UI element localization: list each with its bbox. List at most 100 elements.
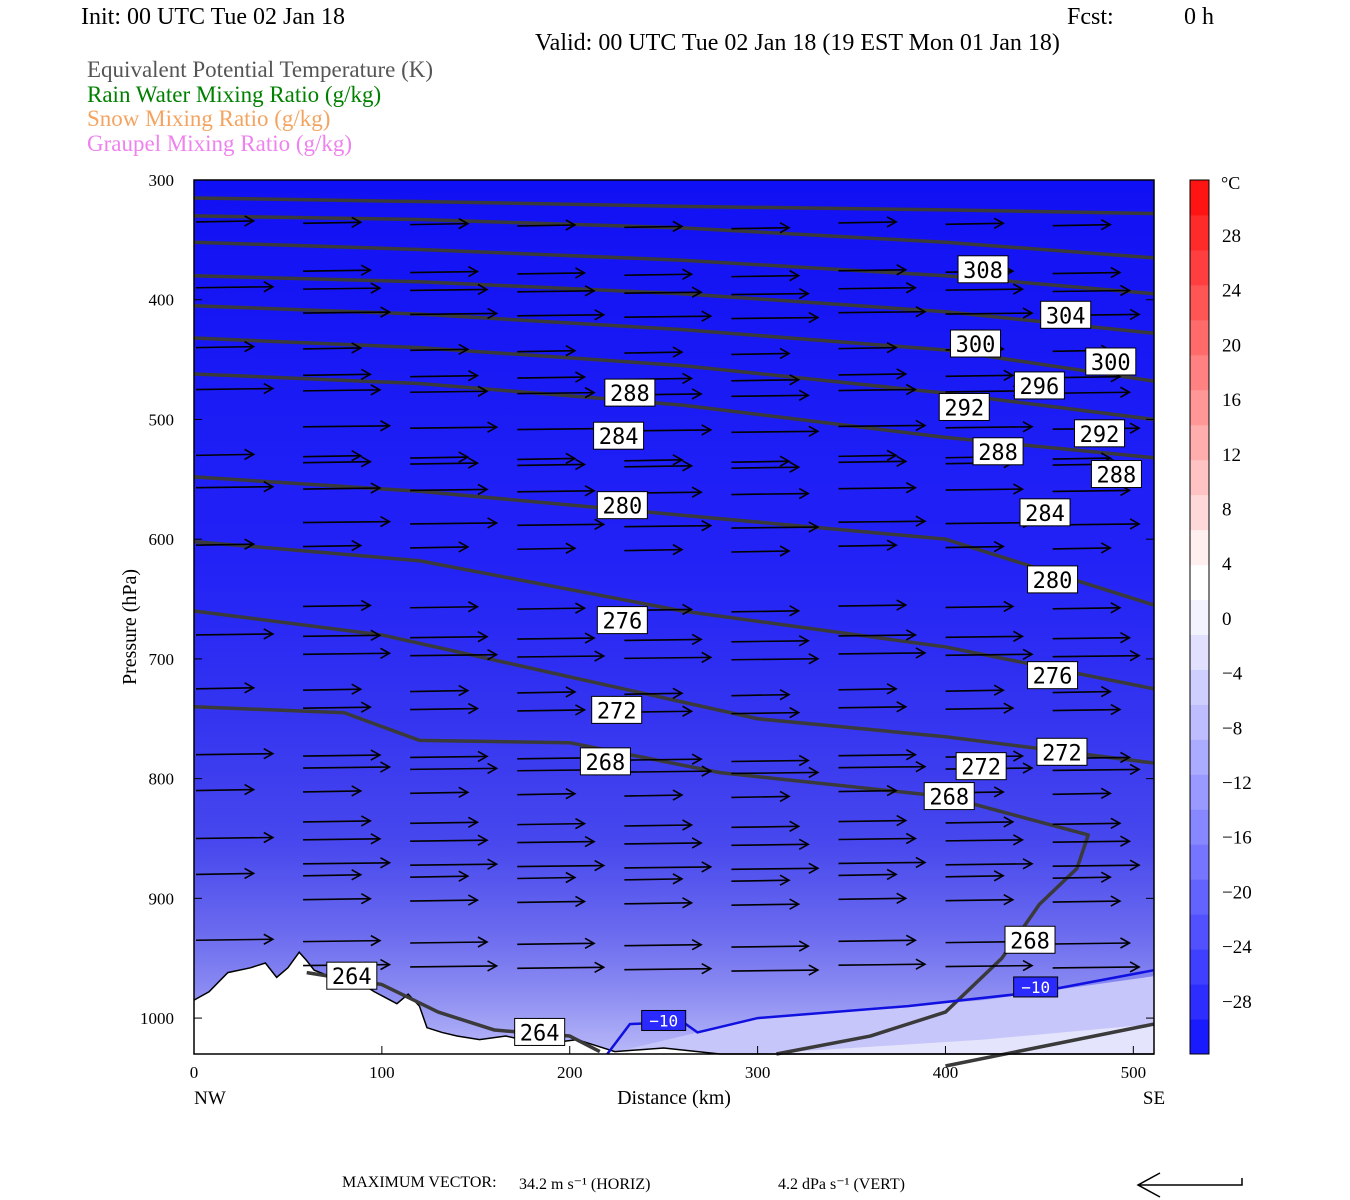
contour-label-box bbox=[596, 491, 648, 520]
wind-vector bbox=[731, 292, 809, 296]
wind-vector bbox=[1052, 792, 1111, 796]
wind-vector bbox=[624, 692, 682, 696]
wind-vector-head bbox=[477, 834, 489, 846]
wind-vector-head bbox=[467, 702, 480, 715]
wind-vector-head bbox=[594, 859, 606, 872]
wind-vector bbox=[195, 872, 254, 876]
wind-vector-head bbox=[682, 897, 694, 909]
wind-vector-head bbox=[487, 960, 499, 972]
wind-vector-head bbox=[682, 372, 694, 385]
wind-vector-head bbox=[1003, 600, 1015, 613]
wind-vector bbox=[517, 900, 585, 904]
wind-vector bbox=[838, 819, 906, 823]
wind-vector bbox=[303, 820, 371, 823]
wind-vector bbox=[195, 938, 273, 942]
wind-vector-head bbox=[360, 815, 372, 827]
colorbar-tick-label: −28 bbox=[1222, 992, 1252, 1013]
wind-vector bbox=[1052, 489, 1130, 493]
theta-e-contour-label: 272 bbox=[1042, 741, 1082, 766]
colorbar-cell bbox=[1190, 214, 1209, 251]
wind-vector-head bbox=[798, 389, 810, 402]
colorbar-cell bbox=[1190, 809, 1209, 845]
wind-vector bbox=[303, 706, 371, 709]
theta-e-contour-label: 272 bbox=[961, 756, 1001, 781]
wind-vector bbox=[731, 460, 790, 463]
wind-vector bbox=[624, 291, 702, 295]
wind-vector bbox=[624, 524, 711, 528]
theta-e-contour bbox=[193, 336, 1155, 422]
colorbar-unit: °C bbox=[1221, 173, 1240, 193]
wind-vector-head bbox=[886, 341, 898, 354]
contour-label-box bbox=[1013, 371, 1065, 400]
wind-vector-head bbox=[351, 785, 363, 797]
wind-vector bbox=[838, 963, 925, 967]
wind-vector-head bbox=[575, 602, 587, 614]
wind-vector-head bbox=[905, 748, 917, 761]
wind-vector bbox=[731, 316, 818, 320]
wind-vector-head bbox=[487, 307, 499, 320]
wind-vector bbox=[410, 965, 497, 968]
wind-vector-head bbox=[896, 368, 908, 380]
wind-vector-head bbox=[467, 816, 480, 828]
wind-vector-head bbox=[691, 486, 703, 498]
x-axis-title: Distance (km) bbox=[617, 1087, 731, 1109]
theta-e-contour bbox=[193, 196, 1155, 216]
wind-vector bbox=[410, 374, 478, 378]
wind-vector bbox=[838, 221, 897, 224]
wind-vector-head bbox=[1120, 284, 1132, 297]
wind-vector bbox=[624, 794, 682, 797]
wind-vector bbox=[838, 454, 897, 458]
theta-e-contour-label: 272 bbox=[597, 699, 637, 724]
wind-vector bbox=[945, 898, 1013, 902]
theta-e-contour-label: 264 bbox=[332, 965, 372, 990]
colorbar-cell bbox=[1190, 634, 1209, 670]
wind-vector bbox=[838, 388, 916, 392]
wind-vector-head bbox=[467, 369, 480, 382]
wind-vector-head bbox=[1110, 817, 1122, 829]
wind-vector-head bbox=[565, 542, 577, 554]
contour-label-box bbox=[1085, 347, 1137, 376]
wind-vector bbox=[303, 460, 371, 464]
wind-vector-head bbox=[575, 704, 587, 716]
wind-vector bbox=[303, 373, 371, 377]
wind-vector-head bbox=[915, 647, 927, 659]
wind-vector-head bbox=[244, 783, 256, 796]
wind-vector bbox=[195, 687, 254, 690]
wind-vector-head bbox=[477, 283, 489, 296]
colorbar-cell bbox=[1190, 949, 1209, 985]
wind-vector-head bbox=[701, 310, 713, 322]
wind-vector-head bbox=[380, 647, 392, 659]
wind-vector-head bbox=[779, 347, 791, 360]
wind-vector-head bbox=[1022, 959, 1034, 972]
wind-vector bbox=[517, 709, 585, 712]
wind-vector-head bbox=[886, 449, 898, 462]
colorbar-cell bbox=[1190, 704, 1209, 740]
x-tick-label: 0 bbox=[190, 1063, 199, 1082]
wind-vector-head bbox=[1003, 816, 1015, 828]
wind-vector bbox=[838, 861, 925, 865]
wind-vector bbox=[624, 824, 692, 827]
wind-vector-head bbox=[380, 306, 392, 318]
theta-e-contour bbox=[193, 705, 1090, 1056]
contour-label-box bbox=[957, 255, 1009, 284]
wind-vector-head bbox=[691, 286, 703, 298]
wind-vector bbox=[945, 821, 1013, 824]
wind-vector bbox=[945, 707, 1013, 710]
colorbar-cell bbox=[1190, 284, 1209, 321]
wind-vector-head bbox=[905, 832, 917, 845]
y-tick-label: 800 bbox=[149, 770, 175, 789]
wind-vector bbox=[410, 288, 487, 292]
wind-vector-head bbox=[808, 964, 820, 976]
wind-vector-head bbox=[993, 540, 1005, 553]
colorbar-cell bbox=[1190, 914, 1209, 950]
wind-vector bbox=[303, 287, 380, 290]
theta-e-contour-label: 304 bbox=[1046, 304, 1086, 329]
colorbar-cell bbox=[1190, 354, 1209, 391]
wind-vector-head bbox=[896, 599, 908, 611]
contour-label-box bbox=[604, 378, 656, 407]
wind-vector bbox=[945, 635, 1023, 639]
contour-label-box bbox=[591, 695, 643, 724]
wind-vector-head bbox=[467, 601, 480, 613]
wind-vector bbox=[517, 547, 575, 551]
wind-vector-head bbox=[1003, 369, 1015, 382]
